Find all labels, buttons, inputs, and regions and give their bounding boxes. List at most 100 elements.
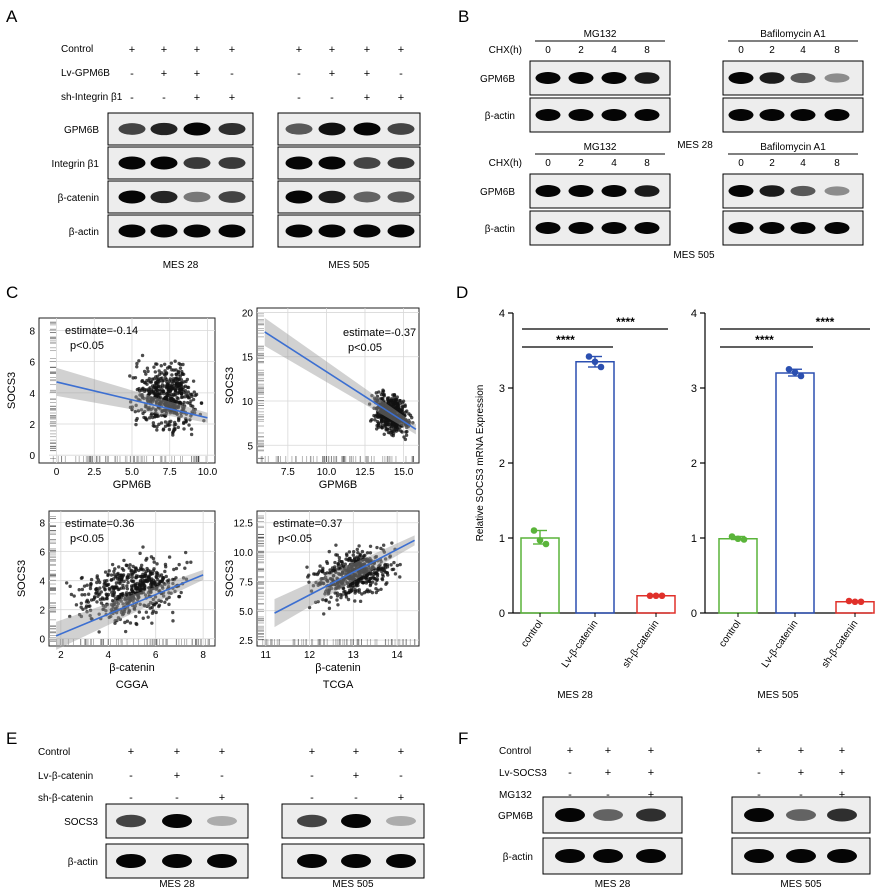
western-band (759, 222, 785, 234)
x-tick-label: 8 (200, 650, 206, 661)
treatment-sign: + (364, 44, 370, 56)
scatter-point (112, 569, 116, 574)
scatter-point (123, 596, 127, 600)
scatter-point (155, 562, 159, 566)
scatter-point (395, 563, 400, 568)
scatter-point (322, 612, 326, 616)
scatter-point (376, 566, 380, 571)
band-label: GPM6B (64, 125, 99, 136)
scatter-point (336, 564, 341, 568)
row-label: Lv-GPM6B (61, 68, 110, 79)
scatter-point (176, 425, 180, 430)
scatter-point (388, 554, 393, 558)
western-band (318, 156, 346, 170)
scatter-point (89, 582, 93, 586)
chx-label: CHX(h) (489, 158, 522, 169)
scatter-point (368, 544, 373, 549)
time-point: 4 (611, 45, 617, 56)
scatter-point (358, 599, 363, 604)
scatter-point (374, 590, 379, 595)
scatter-point (327, 571, 332, 575)
western-band (387, 123, 415, 135)
scatter-point (134, 422, 138, 427)
western-band (150, 224, 178, 238)
scatter-point (114, 586, 118, 590)
scatter-point (151, 569, 156, 573)
scatter-point (363, 553, 367, 558)
scatter-point (99, 601, 104, 605)
scatter-point (391, 567, 396, 571)
p-value-annotation: p<0.05 (70, 340, 104, 352)
western-band (285, 123, 313, 135)
scatter-point (364, 569, 369, 574)
scatter-point (318, 564, 322, 568)
western-band (568, 109, 594, 121)
scatter-point (95, 580, 99, 585)
scatter-point (335, 594, 340, 598)
cell-line-label: MES 505 (673, 250, 715, 261)
treatment-sign: + (839, 745, 845, 757)
scatter-point (172, 567, 176, 572)
western-band (353, 157, 381, 169)
time-point: 2 (578, 158, 584, 169)
scatter-point (135, 361, 139, 366)
scatter-point (351, 553, 355, 557)
scatter-point (159, 371, 164, 375)
western-band (535, 185, 561, 197)
scatter-point (401, 416, 405, 421)
y-tick-label: 3 (691, 383, 697, 395)
scatter-point (374, 391, 379, 395)
scatter-point (167, 555, 172, 559)
time-point: 2 (578, 45, 584, 56)
western-band (207, 815, 237, 827)
significance-stars: **** (755, 333, 774, 347)
scatter-point (174, 566, 179, 571)
scatter-point (79, 576, 84, 580)
scatter-point (159, 401, 164, 405)
scatter-point (166, 581, 171, 585)
scatter-point (343, 562, 347, 566)
scatter-point (182, 406, 186, 410)
scatter-point (172, 378, 176, 383)
scatter-point (123, 629, 128, 634)
scatter-point (150, 605, 154, 610)
treatment-sign: - (230, 68, 234, 80)
scatter-point (372, 572, 376, 576)
scatter-point (353, 573, 357, 578)
scatter-point (182, 427, 186, 431)
x-tick-label: Lv-β-catenin (560, 618, 601, 670)
scatter-point (341, 577, 346, 582)
scatter-point (365, 558, 369, 563)
treatment-sign: + (309, 746, 315, 758)
treatment-sign: + (798, 767, 804, 779)
western-band (285, 190, 313, 204)
treatment-sign: + (398, 746, 404, 758)
treatment-sign: + (648, 745, 654, 757)
scatter-point (68, 614, 72, 619)
scatter-point (109, 578, 114, 582)
chx-label: CHX(h) (489, 45, 522, 56)
scatter-point (172, 423, 176, 427)
scatter-point (137, 610, 142, 614)
x-tick-label: Lv-β-catenin (760, 618, 801, 670)
western-band (285, 224, 313, 238)
treatment-sign: + (161, 68, 167, 80)
scatter-point (156, 572, 160, 576)
treatment-sign: + (364, 68, 370, 80)
scatter-point (178, 400, 183, 405)
scatter-point (130, 585, 134, 590)
scatter-point (154, 587, 158, 591)
scatter-point (325, 561, 330, 566)
scatter-point (110, 590, 114, 595)
scatter-point (368, 556, 372, 561)
western-band (790, 222, 816, 234)
scatter-point (80, 593, 84, 597)
scatter-point (105, 602, 109, 606)
scatter-point (89, 598, 94, 602)
x-axis-label: GPM6B (319, 479, 358, 491)
scatter-point (392, 560, 396, 565)
band-label: β-actin (69, 227, 99, 238)
scatter-point (111, 588, 116, 592)
scatter-point (89, 617, 94, 621)
western-band (118, 156, 146, 170)
